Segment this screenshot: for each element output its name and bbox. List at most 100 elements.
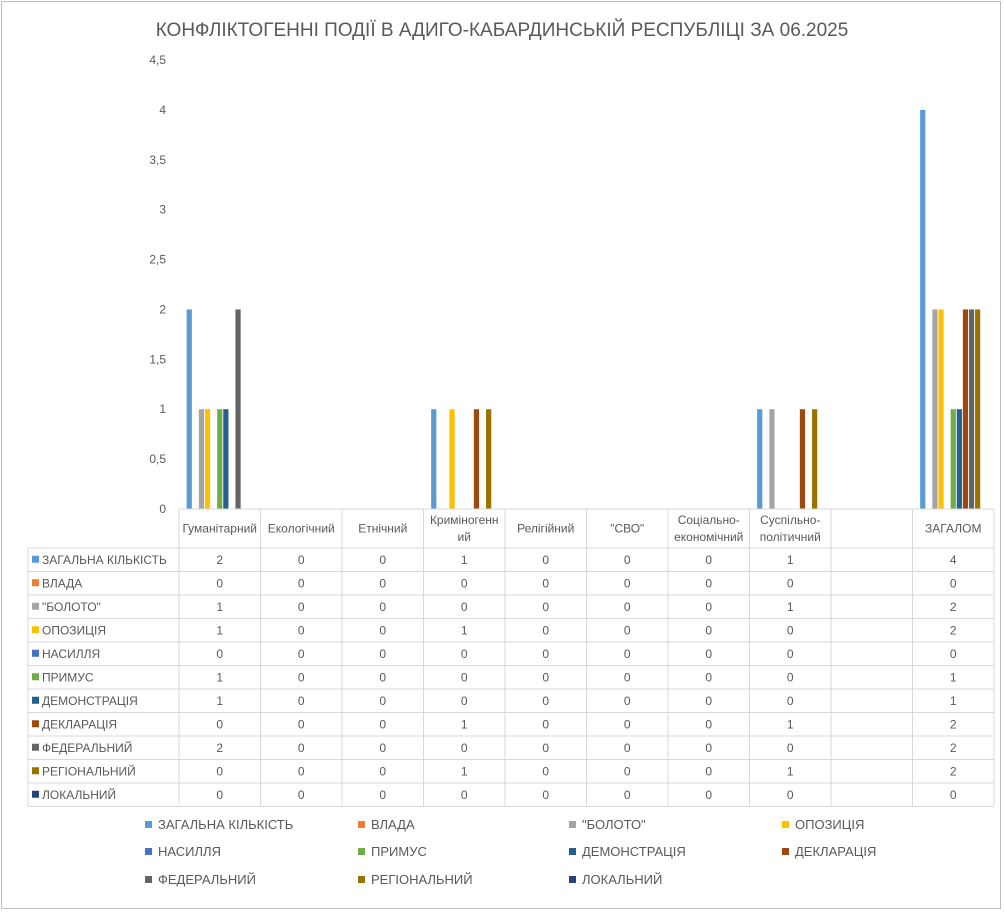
bar bbox=[217, 409, 223, 509]
table-cell-value: 0 bbox=[624, 788, 631, 802]
table-cell-value: 0 bbox=[216, 764, 223, 778]
table-cell-value: 2 bbox=[950, 623, 957, 637]
table-cell-value: 0 bbox=[624, 670, 631, 684]
legend-label: ФЕДЕРАЛЬНИЙ bbox=[158, 872, 256, 887]
bar bbox=[938, 309, 944, 509]
y-tick-label: 3 bbox=[159, 203, 166, 217]
table-cell-value: 0 bbox=[379, 623, 386, 637]
table-cell-value: 0 bbox=[624, 647, 631, 661]
table-cell-value: 0 bbox=[379, 600, 386, 614]
table-cell-value: 1 bbox=[787, 553, 794, 567]
table-cell-value: 0 bbox=[298, 576, 305, 590]
table-cell-value: 0 bbox=[461, 576, 468, 590]
legend-label: ОПОЗИЦІЯ bbox=[795, 817, 864, 832]
table-cell-value: 0 bbox=[705, 623, 712, 637]
legend-key bbox=[145, 848, 152, 855]
table-legend-key bbox=[32, 743, 39, 751]
category-label: Гуманітарний bbox=[182, 522, 257, 536]
legend-key bbox=[782, 821, 789, 828]
table-series-label: ВЛАДА bbox=[42, 576, 82, 590]
table-cell-value: 2 bbox=[950, 600, 957, 614]
table-cell-value: 0 bbox=[705, 788, 712, 802]
bar bbox=[920, 109, 926, 509]
bar bbox=[950, 409, 956, 509]
table-cell-value: 0 bbox=[379, 647, 386, 661]
table-cell-value: 0 bbox=[705, 717, 712, 731]
table-cell-value: 0 bbox=[216, 576, 223, 590]
table-cell-value: 0 bbox=[379, 788, 386, 802]
table-cell-value: 0 bbox=[542, 647, 549, 661]
table-cell-value: 0 bbox=[461, 647, 468, 661]
bar bbox=[473, 409, 480, 509]
legend-label: ДЕМОНСТРАЦІЯ bbox=[582, 844, 686, 859]
table-cell-value: 0 bbox=[787, 623, 794, 637]
table-series-label: ОПОЗИЦІЯ bbox=[42, 623, 106, 637]
table-cell-value: 2 bbox=[216, 553, 223, 567]
table-cell-value: 0 bbox=[542, 788, 549, 802]
table-cell-value: 0 bbox=[542, 717, 549, 731]
table-cell-value: 0 bbox=[624, 764, 631, 778]
table-cell-value: 1 bbox=[216, 623, 223, 637]
table-cell-value: 2 bbox=[950, 741, 957, 755]
legend-label: РЕГІОНАЛЬНИЙ bbox=[371, 872, 473, 887]
legend-label: ЛОКАЛЬНИЙ bbox=[582, 872, 662, 887]
table-cell-value: 0 bbox=[787, 576, 794, 590]
bar bbox=[968, 309, 975, 509]
category-label: Релігійний bbox=[517, 522, 574, 536]
table-legend-key bbox=[32, 696, 39, 704]
legend-label: "БОЛОТО" bbox=[582, 817, 646, 832]
table-cell-value: 0 bbox=[787, 694, 794, 708]
table-cell-value: 2 bbox=[950, 717, 957, 731]
legend-label: ЗАГАЛЬНА КІЛЬКІСТЬ bbox=[158, 817, 293, 832]
legend-key bbox=[569, 876, 576, 883]
category-label: Криміногенн bbox=[430, 513, 499, 527]
table-cell-value: 0 bbox=[624, 553, 631, 567]
table-cell-value: 0 bbox=[379, 670, 386, 684]
table-series-label: ЛОКАЛЬНИЙ bbox=[42, 787, 116, 802]
y-tick-label: 1,5 bbox=[149, 352, 166, 366]
bar bbox=[956, 409, 962, 509]
table-legend-key bbox=[32, 790, 39, 798]
table-cell-value: 0 bbox=[624, 576, 631, 590]
legend-key bbox=[358, 848, 365, 855]
table-cell-value: 0 bbox=[787, 741, 794, 755]
table-cell-value: 0 bbox=[298, 717, 305, 731]
table-cell-value: 1 bbox=[461, 623, 468, 637]
table-series-label: "БОЛОТО" bbox=[42, 600, 101, 614]
table-cell-value: 1 bbox=[461, 717, 468, 731]
y-tick-label: 1 bbox=[159, 402, 166, 416]
y-tick-label: 0 bbox=[159, 502, 166, 516]
table-cell-value: 1 bbox=[216, 670, 223, 684]
table-cell-value: 0 bbox=[542, 553, 549, 567]
table-cell-value: 0 bbox=[542, 576, 549, 590]
category-label: ий bbox=[458, 530, 471, 544]
table-legend-key bbox=[32, 602, 39, 610]
table-series-label: ФЕДЕРАЛЬНИЙ bbox=[42, 740, 132, 755]
table-cell-value: 0 bbox=[705, 553, 712, 567]
table-cell-value: 0 bbox=[542, 694, 549, 708]
category-label: Екологічний bbox=[268, 522, 335, 536]
table-cell-value: 1 bbox=[216, 600, 223, 614]
bar bbox=[204, 409, 211, 509]
table-cell-value: 0 bbox=[379, 741, 386, 755]
table-series-label: ДЕКЛАРАЦІЯ bbox=[42, 717, 117, 731]
table-cell-value: 2 bbox=[216, 741, 223, 755]
table-cell-value: 0 bbox=[461, 741, 468, 755]
legend-key bbox=[145, 821, 152, 828]
table-cell-value: 0 bbox=[298, 764, 305, 778]
table-cell-value: 0 bbox=[787, 788, 794, 802]
table-cell-value: 1 bbox=[950, 670, 957, 684]
legend-label: ВЛАДА bbox=[371, 817, 415, 832]
legend-label: ДЕКЛАРАЦІЯ bbox=[795, 844, 876, 859]
table-cell-value: 0 bbox=[624, 623, 631, 637]
table-cell-value: 1 bbox=[216, 694, 223, 708]
table-cell-value: 1 bbox=[787, 764, 794, 778]
legend-key bbox=[569, 821, 576, 828]
table-cell-value: 0 bbox=[542, 764, 549, 778]
legend-key bbox=[569, 848, 576, 855]
table-legend-key bbox=[32, 649, 39, 657]
table-cell-value: 0 bbox=[705, 670, 712, 684]
table-cell-value: 1 bbox=[461, 764, 468, 778]
table-cell-value: 0 bbox=[624, 717, 631, 731]
